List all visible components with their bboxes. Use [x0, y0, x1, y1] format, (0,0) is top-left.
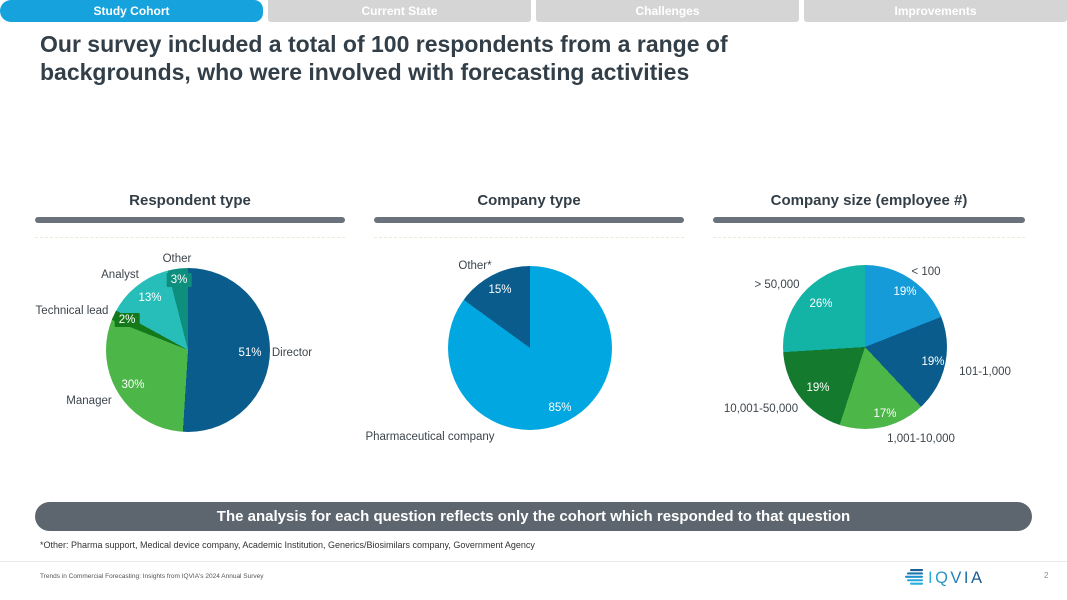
iqvia-logo-icon: IQVIA [905, 569, 985, 587]
tab-bar: Study Cohort Current State Challenges Im… [0, 0, 1067, 22]
slice-label-pharma: Pharmaceutical company [365, 431, 495, 443]
divider-bar [374, 217, 684, 223]
slice-label-manager: Manager [66, 395, 112, 407]
slice-label-gt50000: > 50,000 [754, 279, 800, 291]
footnote: *Other: Pharma support, Medical device c… [40, 540, 535, 550]
divider-bar [713, 217, 1025, 223]
slice-pct-1001-10000: 17% [873, 408, 897, 420]
chart-title-company-type: Company type [477, 192, 581, 209]
slice-pct-director: 51% [238, 347, 262, 359]
slice-label-1001-10000: 1,001-10,000 [887, 433, 955, 445]
slice-label-analyst: Analyst [101, 269, 139, 281]
slice-pct-manager: 30% [121, 379, 145, 391]
slice-pct-pharma: 85% [548, 402, 572, 414]
svg-text:IQVIA: IQVIA [928, 569, 985, 587]
pie-chart-company-type [448, 266, 612, 430]
slice-pct-technical-lead: 2% [114, 313, 140, 327]
chart-title-respondent-type: Respondent type [129, 192, 251, 209]
pie-chart-respondent-type [106, 268, 270, 432]
slice-pct-analyst: 13% [138, 292, 162, 304]
slice-pct-101-1000: 19% [921, 356, 945, 368]
tab-challenges[interactable]: Challenges [536, 0, 799, 22]
slice-pct-lt100: 19% [893, 286, 917, 298]
slice-label-101-1000: 101-1,000 [959, 366, 1011, 378]
dotted-rule [713, 237, 1025, 238]
slice-label-other-star: Other* [458, 260, 492, 272]
iqvia-logo: IQVIA [903, 566, 985, 593]
dotted-rule [35, 237, 345, 238]
slice-pct-10001-50000: 19% [806, 382, 830, 394]
slice-label-10001-50000: 10,001-50,000 [723, 403, 799, 415]
slice-label-technical-lead: Technical lead [35, 305, 109, 317]
slide-title: Our survey included a total of 100 respo… [40, 31, 728, 85]
tab-improvements[interactable]: Improvements [804, 0, 1067, 22]
dotted-rule [374, 237, 684, 238]
slice-pct-other: 3% [166, 273, 192, 287]
chart-title-company-size: Company size (employee #) [770, 192, 968, 209]
footer-source: Trends in Commercial Forecasting: Insigh… [40, 573, 264, 580]
tab-study-cohort[interactable]: Study Cohort [0, 0, 263, 22]
key-message-banner: The analysis for each question reflects … [35, 502, 1032, 531]
tab-current-state[interactable]: Current State [268, 0, 531, 22]
slice-label-lt100: < 100 [911, 266, 941, 278]
slice-pct-gt50000: 26% [809, 298, 833, 310]
slice-label-director: Director [271, 347, 313, 359]
footer-divider [0, 561, 1067, 562]
page-number: 2 [1044, 571, 1049, 580]
slice-pct-other-star: 15% [488, 284, 512, 296]
divider-bar [35, 217, 345, 223]
slice-label-other: Other [162, 253, 192, 265]
pie-chart-company-size [783, 265, 947, 429]
